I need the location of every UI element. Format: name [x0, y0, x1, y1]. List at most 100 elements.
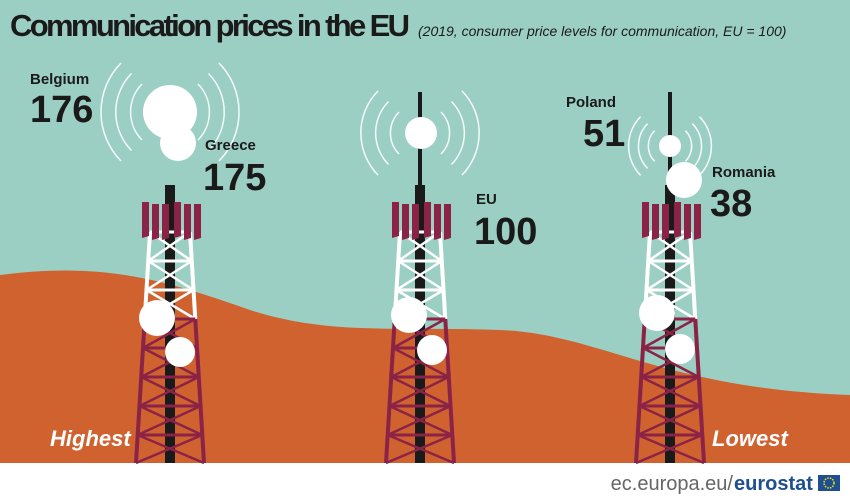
lattice — [698, 405, 705, 436]
antenna-panel — [402, 204, 409, 240]
lattice — [387, 404, 452, 437]
antenna-panel — [152, 204, 159, 240]
lattice — [647, 230, 691, 263]
radio-wave — [389, 111, 400, 155]
lattice — [396, 231, 402, 262]
lattice — [191, 289, 198, 320]
radio-wave — [440, 111, 451, 155]
dish — [659, 135, 681, 157]
antenna-panel — [684, 204, 691, 240]
lattice — [395, 259, 443, 292]
lattice — [135, 433, 203, 465]
lattice — [146, 231, 152, 262]
radio-wave — [461, 90, 480, 176]
value: 38 — [710, 183, 752, 225]
lattice — [448, 405, 455, 436]
lattice — [644, 260, 651, 291]
lattice — [441, 289, 448, 320]
value: 51 — [583, 113, 625, 155]
lattice — [137, 376, 144, 407]
dish — [639, 295, 675, 331]
dish — [165, 337, 195, 367]
radio-wave — [450, 100, 466, 166]
lattice — [385, 405, 392, 436]
lattice — [394, 260, 401, 291]
country: Poland — [566, 94, 616, 111]
lattice — [638, 375, 700, 408]
lattice — [200, 434, 206, 464]
radio-wave — [360, 90, 379, 176]
country: Greece — [205, 137, 256, 154]
lattice — [387, 376, 394, 407]
lattice — [634, 434, 640, 464]
lattice — [135, 405, 142, 436]
radio-wave — [197, 83, 211, 141]
radio-wave — [207, 72, 225, 152]
lattice — [639, 347, 645, 378]
title: Communication prices in the EU — [10, 8, 410, 43]
lattice — [385, 433, 453, 465]
dish — [405, 117, 437, 149]
lattice — [691, 289, 698, 320]
lattice — [189, 260, 196, 291]
lattice — [195, 347, 201, 378]
dish — [139, 300, 175, 336]
antenna-panel — [194, 204, 201, 240]
lattice — [138, 375, 200, 408]
country: Romania — [712, 164, 776, 181]
lattice — [193, 318, 200, 349]
antenna-panel — [434, 204, 441, 240]
lattice — [139, 347, 145, 378]
antenna-panel — [662, 204, 669, 240]
lattice — [196, 376, 203, 407]
lattice — [637, 376, 644, 407]
dish — [666, 162, 702, 198]
radio-wave — [691, 123, 703, 169]
dish — [160, 125, 196, 161]
footer-band — [0, 463, 850, 502]
dish — [665, 334, 695, 364]
lattice — [689, 260, 696, 291]
lattice — [397, 230, 441, 263]
value: 175 — [203, 157, 266, 199]
lattice — [696, 376, 703, 407]
dish — [391, 297, 427, 333]
lattice — [147, 230, 191, 263]
lattice — [389, 347, 395, 378]
antenna-panel — [642, 202, 649, 238]
radio-wave — [637, 123, 649, 169]
footer-brand: eurostat — [734, 473, 813, 495]
lattice — [642, 317, 696, 350]
lattice — [635, 405, 642, 436]
radio-wave — [374, 100, 390, 166]
antenna-panel — [142, 202, 149, 238]
lattice — [439, 260, 446, 291]
lattice — [137, 404, 202, 437]
radio-wave — [129, 83, 143, 141]
lattice — [450, 434, 456, 464]
lattice — [392, 317, 446, 350]
antenna-panel — [184, 204, 191, 240]
radio-wave — [684, 130, 693, 162]
lattice — [142, 317, 196, 350]
radio-wave — [218, 62, 240, 162]
lattice — [700, 434, 706, 464]
subtitle: (2019, consumer price levels for communi… — [418, 23, 786, 39]
country: EU — [476, 191, 497, 208]
antenna-panel — [424, 202, 431, 238]
lowest-label: Lowest — [712, 426, 789, 451]
lattice — [645, 259, 693, 292]
lattice — [637, 404, 702, 437]
eu-stars — [823, 477, 835, 489]
dish — [417, 335, 447, 365]
lattice — [384, 434, 390, 464]
value: 176 — [30, 89, 93, 131]
antenna-panel — [174, 202, 181, 238]
radio-wave — [647, 130, 656, 162]
towers — [100, 62, 713, 465]
radio-wave — [100, 62, 122, 162]
lattice — [635, 433, 703, 465]
dish — [143, 85, 197, 139]
antenna-panel — [392, 202, 399, 238]
